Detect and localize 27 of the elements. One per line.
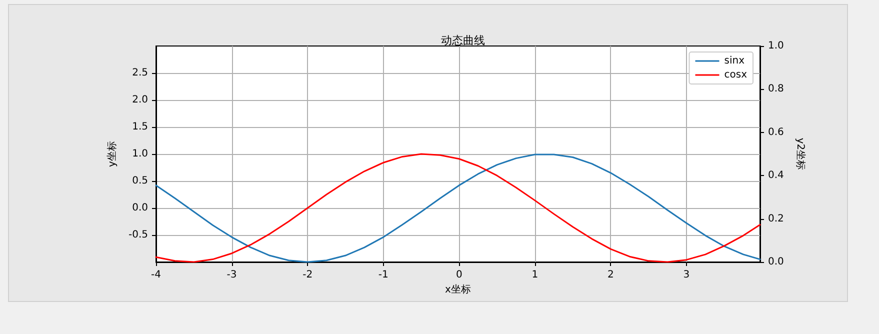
chart-title: 动态曲线 — [441, 34, 485, 47]
y-tick-label: 1.0 — [132, 148, 148, 160]
x-tick-label: -2 — [302, 270, 313, 280]
legend-label: sinx — [724, 56, 745, 66]
y2-tick-label: 0.2 — [768, 213, 784, 224]
x-tick-label: 0 — [456, 270, 462, 280]
y-tick-label: 0.5 — [132, 176, 148, 186]
x-axis-title: x坐标 — [445, 283, 471, 296]
x-tick-label: -1 — [378, 270, 388, 280]
y-axis-title: y坐标 — [106, 141, 118, 167]
y2-axis-title: y2坐标 — [794, 138, 806, 170]
y2-tick-label: 0.0 — [768, 256, 784, 268]
y-tick-label: 2.0 — [132, 94, 148, 106]
y-tick-label: 0.0 — [132, 202, 148, 214]
x-tick-label: -4 — [151, 270, 161, 280]
y2-tick-label: 1.0 — [768, 40, 784, 52]
y-tick-label: -0.5 — [128, 230, 148, 240]
y2-tick-label: 0.4 — [768, 170, 784, 182]
x-tick-label: 2 — [608, 270, 614, 280]
x-tick-label: -3 — [226, 270, 237, 280]
y-tick-label: 2.5 — [132, 68, 148, 78]
legend-label: cosx — [724, 70, 748, 80]
y-tick-label: 1.5 — [132, 122, 148, 132]
y2-tick-label: 0.8 — [768, 84, 784, 95]
x-tick-label: 1 — [532, 270, 538, 280]
x-tick-label: 3 — [683, 270, 690, 280]
y2-tick-label: 0.6 — [768, 126, 784, 138]
